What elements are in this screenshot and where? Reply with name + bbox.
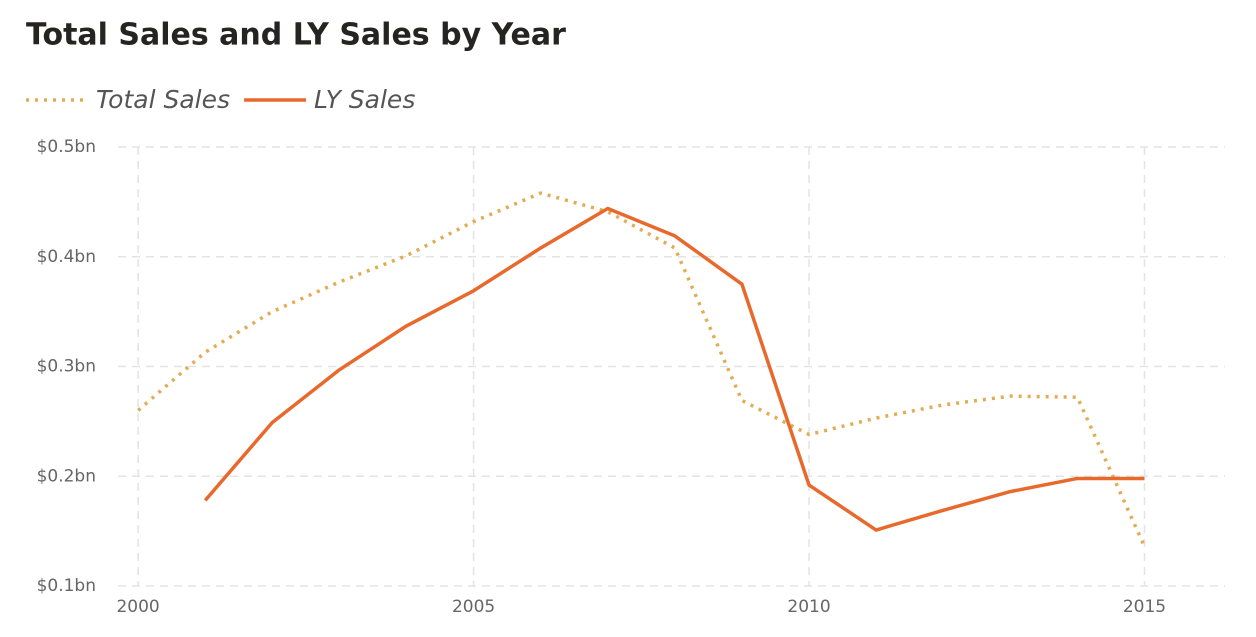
x-tick-label: 2010 bbox=[787, 597, 830, 617]
y-tick-label: $0.3bn bbox=[37, 357, 96, 377]
y-tick-label: $0.5bn bbox=[37, 137, 96, 157]
series-line bbox=[136, 191, 1147, 548]
series-line bbox=[203, 206, 1145, 532]
x-tick-label: 2015 bbox=[1123, 597, 1166, 617]
legend-label: LY Sales bbox=[314, 85, 415, 114]
legend-label: Total Sales bbox=[96, 85, 230, 114]
x-tick-label: 2005 bbox=[452, 597, 495, 617]
y-tick-label: $0.2bn bbox=[37, 466, 96, 486]
y-tick-label: $0.4bn bbox=[37, 247, 96, 267]
y-tick-label: $0.1bn bbox=[37, 576, 96, 596]
chart-title: Total Sales and LY Sales by Year bbox=[26, 18, 566, 53]
x-tick-label: 2000 bbox=[116, 597, 159, 617]
